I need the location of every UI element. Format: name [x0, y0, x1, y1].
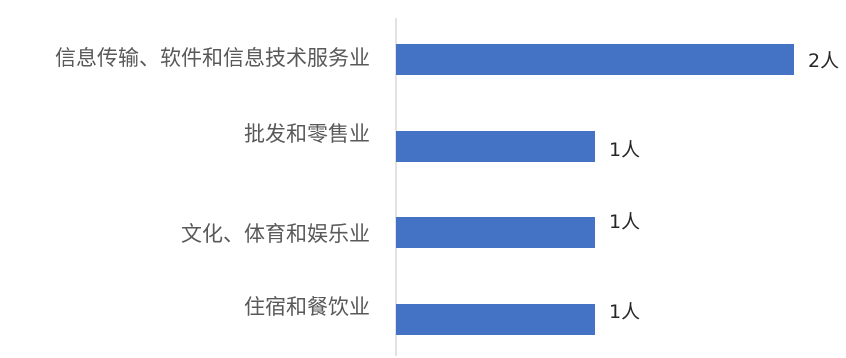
- data-label-1: 1人: [609, 139, 640, 161]
- data-label-0: 2人: [808, 50, 839, 72]
- data-label-3: 1人: [609, 301, 640, 323]
- bar-1: [396, 131, 595, 162]
- bars-group: [396, 44, 794, 335]
- data-labels-group: 2人 1人 1人 1人: [609, 50, 839, 323]
- bar-0: [396, 44, 794, 75]
- category-label-1: 批发和零售业: [244, 122, 370, 146]
- data-label-2: 1人: [609, 211, 640, 233]
- category-label-2: 文化、体育和娱乐业: [181, 222, 370, 246]
- category-label-0: 信息传输、软件和信息技术服务业: [55, 46, 370, 70]
- category-label-3: 住宿和餐饮业: [244, 295, 370, 319]
- bar-2: [396, 217, 595, 248]
- bar-3: [396, 304, 595, 335]
